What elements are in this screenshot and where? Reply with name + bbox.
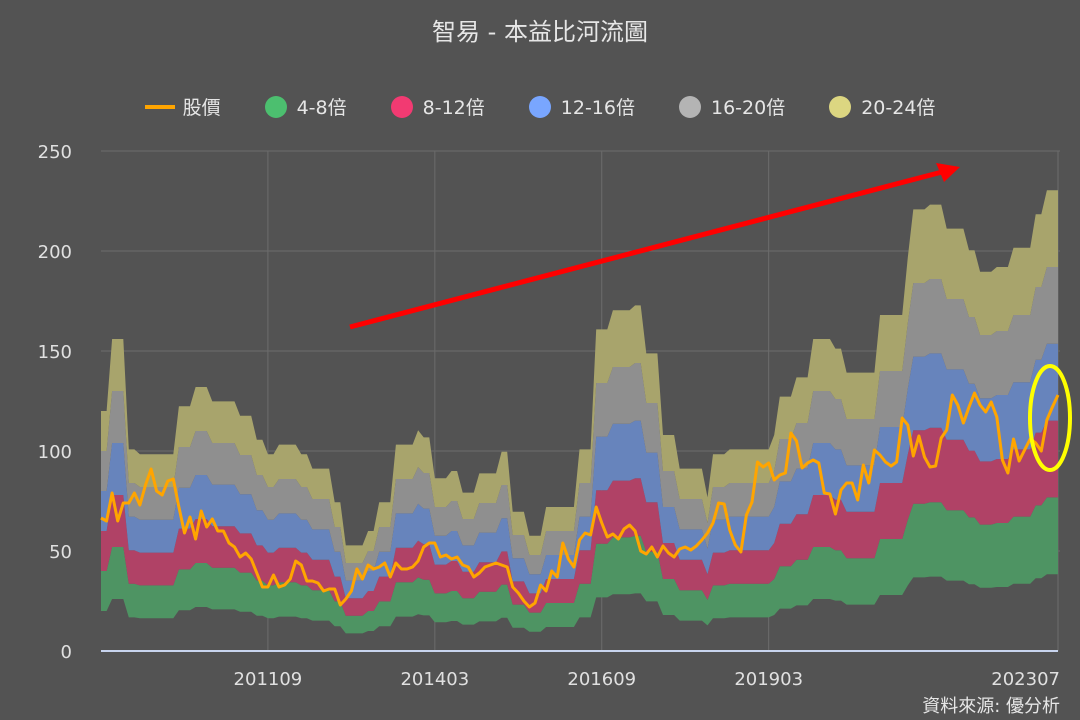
y-tick-label: 0 [61,642,72,663]
x-tick-label: 201903 [734,669,803,690]
x-tick-label: 201403 [400,669,469,690]
legend-label: 20-24倍 [861,97,936,119]
chart-title: 智易 - 本益比河流圖 [432,18,648,46]
y-tick-label: 100 [38,442,72,463]
legend-label: 股價 [182,97,221,119]
legend-item-4-8[interactable]: 4-8倍 [264,93,347,120]
legend-dot-swatch [528,95,551,118]
legend-item-20-24[interactable]: 20-24倍 [829,93,935,120]
legend-label: 4-8倍 [296,97,347,119]
legend-item-8-12[interactable]: 8-12倍 [390,93,485,120]
legend-label: 12-16倍 [560,97,635,119]
legend-item-16-20[interactable]: 16-20倍 [678,93,786,120]
x-axis-ticks: 201109 201403 201609 201903 202307 [234,669,1060,690]
legend-dot-swatch [678,95,701,118]
y-tick-label: 250 [38,142,72,163]
legend-line-swatch [144,104,175,109]
legend-dot-swatch [829,95,852,118]
pe-bands [101,190,1058,634]
annotations [349,163,1072,472]
legend: 股價 4-8倍 8-12倍 12-16倍 16-20倍 20-24倍 [0,93,1080,120]
x-tick-label: 201609 [567,669,636,690]
legend-dot-swatch [264,95,287,118]
x-tick-label: 202307 [991,669,1060,690]
price-line [100,391,1060,609]
y-axis-ticks: 0 50 100 150 200 250 [38,142,72,663]
y-tick-label: 150 [38,342,72,363]
legend-label: 8-12倍 [422,97,485,119]
legend-item-12-16[interactable]: 12-16倍 [528,93,635,120]
highlight-ellipse [1028,364,1072,472]
trend-arrow-head-icon [936,163,960,182]
legend-label: 16-20倍 [710,97,786,119]
x-tick-label: 201109 [234,669,303,690]
data-source: 資料來源: 優分析 [922,696,1060,717]
band-20-24x [101,190,1058,563]
band-16-20x [101,267,1058,581]
price-series [100,391,1060,609]
legend-dot-swatch [390,95,413,118]
y-tick-label: 50 [49,542,72,563]
y-tick-label: 200 [38,242,72,263]
band-8-12x [101,420,1058,616]
legend-item-price[interactable]: 股價 [144,93,221,120]
trend-arrow-shaft [349,169,943,330]
band-4-8x [101,497,1058,634]
